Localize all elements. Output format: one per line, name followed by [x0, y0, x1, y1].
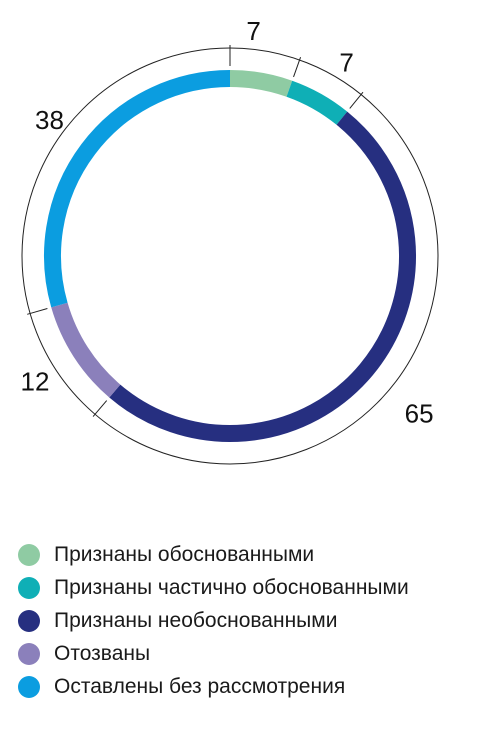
- legend-swatch: [18, 675, 40, 698]
- chart-legend: Признаны обоснованными Признаны частично …: [18, 540, 409, 705]
- legend-item: Оставлены без рассмотрения: [18, 672, 409, 701]
- donut-slice-1: [286, 80, 348, 125]
- legend-item: Признаны обоснованными: [18, 540, 409, 569]
- donut-slice-4: [44, 70, 231, 308]
- data-label-2: 65: [405, 398, 434, 428]
- outer-guide-circle: [21, 47, 439, 465]
- data-label-0: 7: [246, 16, 260, 46]
- legend-swatch: [18, 609, 40, 632]
- data-label-3: 12: [21, 367, 50, 397]
- donut-chart: 7 7 65 12 38: [21, 16, 439, 465]
- legend-swatch: [18, 543, 40, 566]
- legend-item: Признаны частично обоснованными: [18, 573, 409, 602]
- data-label-1: 7: [339, 47, 353, 77]
- donut-slice-3: [51, 302, 121, 398]
- slice-divider-tick-3: [92, 400, 108, 417]
- slice-divider-tick-1: [293, 56, 302, 78]
- legend-item: Признаны необоснованными: [18, 606, 409, 635]
- legend-label: Признаны необоснованными: [54, 608, 338, 632]
- slice-divider-tick-4: [27, 308, 48, 315]
- donut-slice-2: [109, 111, 416, 442]
- donut-slice-0: [229, 70, 293, 97]
- legend-label: Признаны обоснованными: [54, 542, 315, 566]
- legend-swatch: [18, 642, 40, 665]
- legend-label: Признаны частично обоснованными: [54, 575, 409, 599]
- legend-item: Отозваны: [18, 639, 409, 668]
- legend-swatch: [18, 576, 40, 599]
- legend-label: Отозваны: [54, 641, 151, 665]
- data-label-4: 38: [35, 105, 64, 135]
- slice-divider-tick-2: [349, 91, 364, 109]
- legend-label: Оставлены без рассмотрения: [54, 674, 346, 698]
